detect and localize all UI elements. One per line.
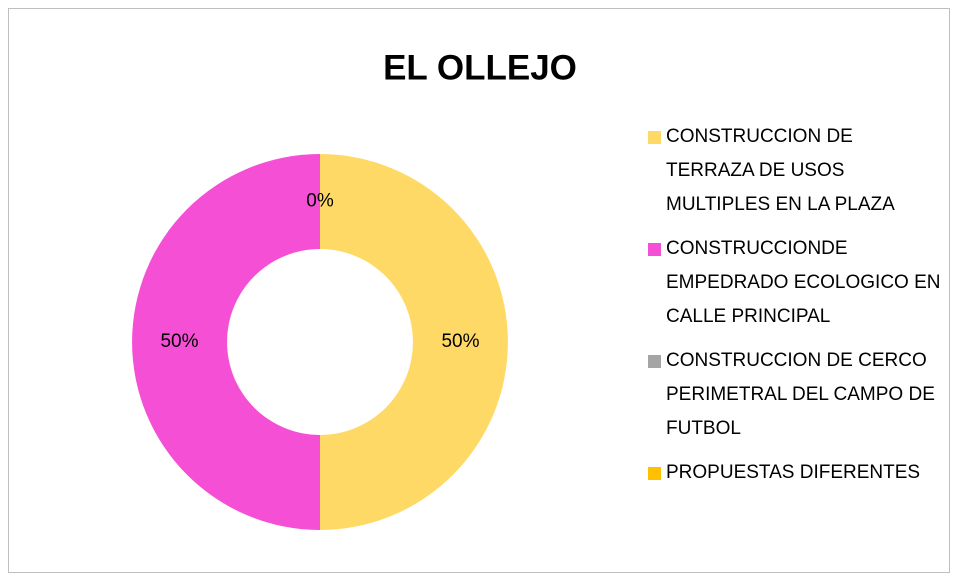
legend-entry: CONSTRUCCION DE CERCO PERIMETRAL DEL CAM… [648, 344, 943, 446]
legend-swatch [648, 131, 661, 144]
legend-swatch [648, 355, 661, 368]
data-label: 50% [441, 331, 479, 352]
legend-label: PROPUESTAS DIFERENTES [666, 462, 921, 483]
legend-label: CONSTRUCCIONDE EMPEDRADO ECOLOGICO EN CA… [666, 238, 941, 327]
legend-label: CONSTRUCCION DE TERRAZA DE USOS MULTIPLE… [666, 126, 895, 215]
chart-title: EL OLLEJO [383, 48, 577, 87]
legend-label: CONSTRUCCION DE CERCO PERIMETRAL DEL CAM… [666, 350, 935, 439]
legend-swatch [648, 243, 661, 256]
legend-entry: CONSTRUCCIONDE EMPEDRADO ECOLOGICO EN CA… [648, 232, 943, 334]
donut-slice [320, 154, 508, 530]
data-label: 0% [306, 191, 334, 212]
legend-swatch [648, 467, 661, 480]
data-label: 50% [160, 331, 198, 352]
legend-entry: CONSTRUCCION DE TERRAZA DE USOS MULTIPLE… [648, 120, 943, 222]
legend-entry: PROPUESTAS DIFERENTES [648, 456, 943, 490]
donut-slice [132, 154, 320, 530]
